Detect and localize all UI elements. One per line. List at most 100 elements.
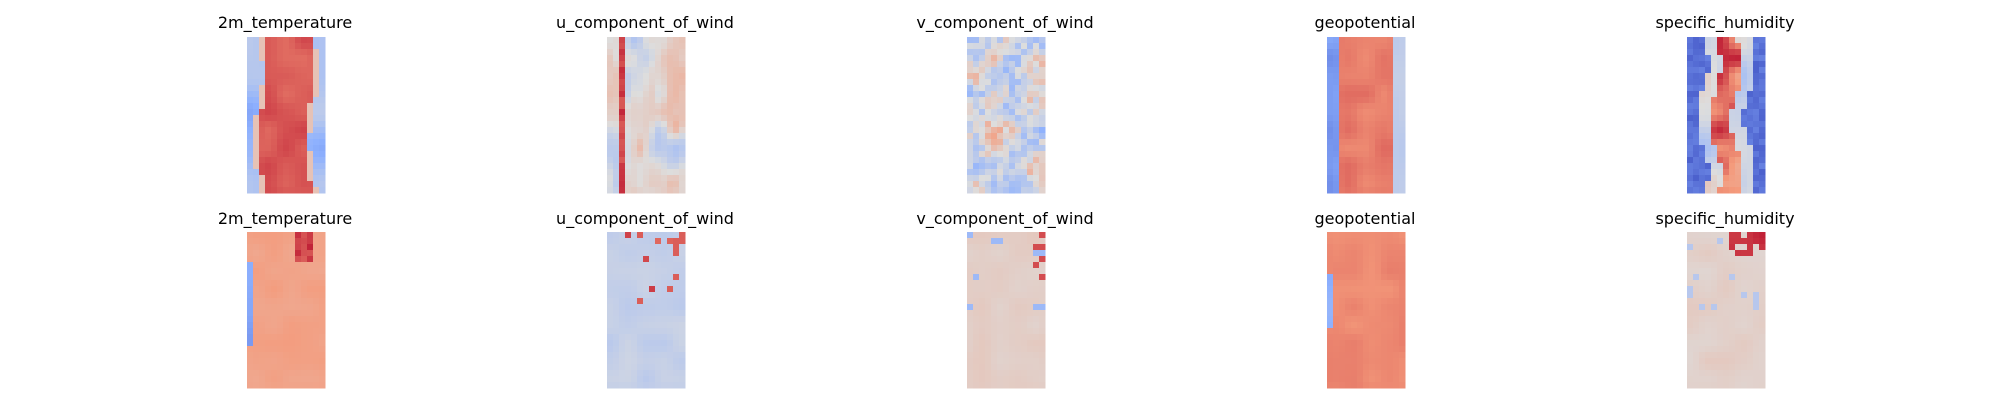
panel-r1-c2: u_component_of_wind xyxy=(556,13,734,194)
heatmap-cell xyxy=(1753,127,1760,134)
heatmap-cell xyxy=(673,187,680,194)
panel-title-r2-c4: geopotential xyxy=(1315,209,1416,228)
heatmap-cell xyxy=(607,346,614,353)
heatmap-cell xyxy=(1381,244,1388,251)
heatmap-cell xyxy=(1693,238,1700,245)
heatmap-cell xyxy=(1345,163,1352,170)
heatmap-cell xyxy=(1711,328,1718,335)
heatmap-cell xyxy=(1339,316,1346,323)
heatmap-cell xyxy=(991,298,998,305)
heatmap-cell xyxy=(247,43,254,50)
heatmap-cell xyxy=(631,256,638,263)
heatmap-cell xyxy=(259,358,266,365)
heatmap-cell xyxy=(313,181,320,188)
heatmap-cell xyxy=(655,55,662,62)
heatmap-cell xyxy=(1399,346,1406,353)
heatmap-cell xyxy=(655,133,662,140)
heatmap-cell xyxy=(295,322,302,329)
heatmap-cell xyxy=(301,115,308,122)
heatmap-cell xyxy=(679,151,686,158)
heatmap-cell xyxy=(1339,67,1346,74)
heatmap-cell xyxy=(301,175,308,182)
heatmap-cell xyxy=(619,79,626,86)
heatmap-cell xyxy=(1387,286,1394,293)
heatmap-cell xyxy=(1699,286,1706,293)
heatmap-cell xyxy=(1345,151,1352,158)
heatmap-cell xyxy=(673,268,680,275)
heatmap-cell xyxy=(289,157,296,164)
heatmap-cell xyxy=(289,151,296,158)
heatmap-cell xyxy=(649,334,656,341)
heatmap-cell xyxy=(1693,340,1700,347)
heatmap-cell xyxy=(631,157,638,164)
heatmap-cell xyxy=(265,115,272,122)
heatmap-cell xyxy=(1753,133,1760,140)
heatmap-cell xyxy=(1699,61,1706,68)
heatmap-cell xyxy=(1399,109,1406,116)
panel-r1-c3: v_component_of_wind xyxy=(916,13,1094,194)
heatmap-cell xyxy=(1729,262,1736,269)
heatmap-cell xyxy=(1753,109,1760,116)
heatmap-cell xyxy=(1003,169,1010,176)
heatmap-cell xyxy=(1345,274,1352,281)
heatmap-cell xyxy=(1399,61,1406,68)
heatmap-cell xyxy=(613,280,620,287)
heatmap-cell xyxy=(319,370,326,377)
heatmap-cell xyxy=(655,73,662,80)
heatmap-cell xyxy=(1399,370,1406,377)
heatmap-cell xyxy=(307,316,314,323)
heatmap-cell xyxy=(259,139,266,146)
heatmap-cell xyxy=(1021,109,1028,116)
heatmap-cell xyxy=(319,67,326,74)
heatmap-cell xyxy=(1399,382,1406,389)
heatmap-cell xyxy=(247,151,254,158)
heatmap-cell xyxy=(979,262,986,269)
heatmap-cell xyxy=(265,109,272,116)
heatmap-cell xyxy=(1711,139,1718,146)
heatmap-cell xyxy=(1009,346,1016,353)
heatmap-cell xyxy=(979,109,986,116)
heatmap-cell xyxy=(1393,109,1400,116)
heatmap-cell xyxy=(1015,97,1022,104)
heatmap-cell xyxy=(1399,103,1406,110)
heatmap-cell xyxy=(307,67,314,74)
heatmap-cell xyxy=(1003,181,1010,188)
heatmap-cell xyxy=(661,109,668,116)
heatmap-cell xyxy=(973,67,980,74)
heatmap-cell xyxy=(607,280,614,287)
heatmap-cell xyxy=(1381,328,1388,335)
heatmap-cell xyxy=(1339,370,1346,377)
heatmap-cell xyxy=(1393,91,1400,98)
heatmap-cell xyxy=(1369,169,1376,176)
heatmap-cell xyxy=(307,358,314,365)
heatmap-cell xyxy=(979,175,986,182)
heatmap-cell xyxy=(1369,370,1376,377)
heatmap-cell xyxy=(625,292,632,299)
heatmap-cell xyxy=(301,328,308,335)
heatmap-cell xyxy=(979,280,986,287)
heatmap-cell xyxy=(295,244,302,251)
heatmap-cell xyxy=(1693,79,1700,86)
heatmap-cell xyxy=(1339,304,1346,311)
heatmap-cell xyxy=(1351,340,1358,347)
heatmap-cell xyxy=(1735,286,1742,293)
heatmap-cell xyxy=(1339,292,1346,299)
heatmap-cell xyxy=(1333,187,1340,194)
heatmap-cell xyxy=(967,274,974,281)
heatmap-cell xyxy=(1711,244,1718,251)
heatmap-cell xyxy=(1375,121,1382,128)
heatmap-cell xyxy=(301,103,308,110)
heatmap-r2-c4 xyxy=(1327,232,1406,389)
heatmap-cell xyxy=(265,310,272,317)
heatmap-cell xyxy=(643,310,650,317)
heatmap-cell xyxy=(1327,298,1334,305)
heatmap-cell xyxy=(1033,274,1040,281)
heatmap-cell xyxy=(1363,139,1370,146)
heatmap-cell xyxy=(295,49,302,56)
heatmap-cell xyxy=(265,85,272,92)
heatmap-cell xyxy=(679,370,686,377)
heatmap-cell xyxy=(295,256,302,263)
heatmap-cell xyxy=(613,115,620,122)
heatmap-cell xyxy=(1705,103,1712,110)
heatmap-cell xyxy=(1723,292,1730,299)
